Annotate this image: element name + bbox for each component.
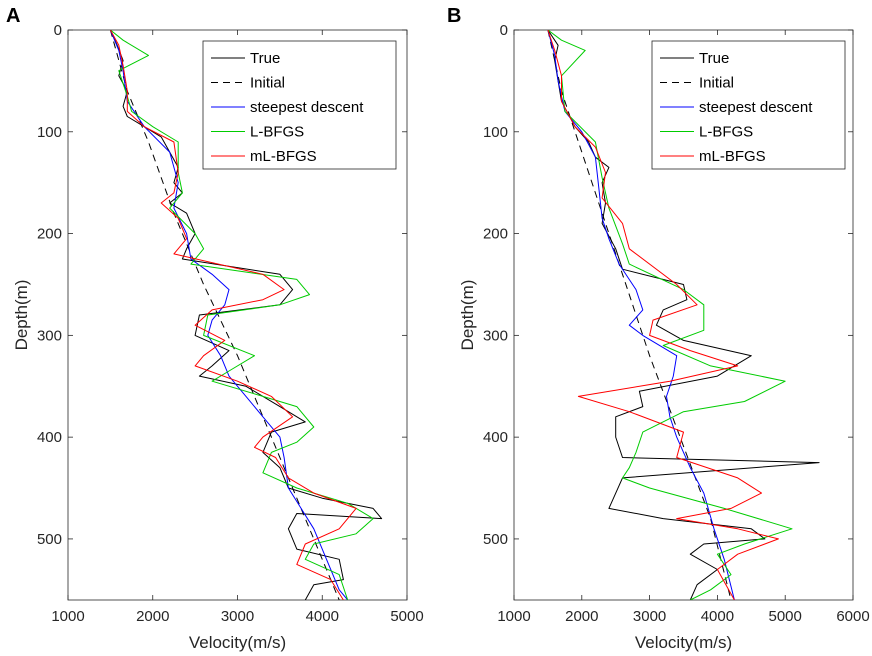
legend: True Initial steepest descent L-BFGS mL-BFGS [202,40,397,170]
legend-entry: steepest descent [250,99,364,116]
y-tick-label: 0 [500,22,508,39]
x-axis-label: Velocity(m/s) [189,633,286,652]
panel-letter: B [447,5,461,27]
series-line-initial [547,30,732,600]
legend-entry: True [699,50,729,67]
y-tick-label: 500 [483,531,508,548]
legend-box [202,40,397,170]
legend-box [651,40,846,170]
legend-entry: Initial [699,75,734,92]
y-tick-label: 0 [54,22,62,39]
legend-entry: L-BFGS [699,124,753,141]
y-tick-label: 200 [37,226,62,243]
panel-b: B 1000 2000 3000 4000 5000 6000 0 100 200 300 400 50… [447,5,870,652]
x-tick-label: 5000 [769,608,802,625]
y-tick-label: 200 [483,226,508,243]
y-tick-label: 300 [483,327,508,344]
series-group [109,30,383,600]
y-axis-label: Depth(m) [12,280,31,351]
x-tick-label: 6000 [836,608,869,625]
legend: True Initial steepest descent L-BFGS mL-BFGS [651,40,846,170]
y-tick-label: 400 [483,429,508,446]
series-group [547,30,820,600]
x-tick-label: 3000 [221,608,254,625]
y-axis-label: Depth(m) [458,280,477,351]
x-tick-label: 4000 [306,608,339,625]
series-line-l-bfgs [110,30,374,600]
y-tick-label: 500 [37,531,62,548]
y-tick-label: 400 [37,429,62,446]
panel-a: A 1000 2000 3000 4000 5000 0 100 200 300 400 500 Vel… [6,5,424,652]
y-tick-label: 100 [483,124,508,141]
series-line-steepest-descent [547,30,735,600]
x-tick-label: 1000 [51,608,84,625]
x-axis-label: Velocity(m/s) [635,633,732,652]
series-line-ml-bfgs [109,30,357,600]
series-line-ml-bfgs [547,30,779,600]
series-line-initial [109,30,340,600]
x-tick-label: 1000 [497,608,530,625]
series-line-l-bfgs [547,30,793,600]
series-line-steepest-descent [109,30,349,600]
y-tick-label: 300 [37,327,62,344]
legend-entry: Initial [250,75,285,92]
legend-entry: mL-BFGS [699,148,766,165]
y-tick-label: 100 [37,124,62,141]
x-tick-label: 4000 [701,608,734,625]
x-tick-label: 3000 [633,608,666,625]
legend-entry: True [250,50,280,67]
legend-entry: steepest descent [699,99,813,116]
legend-entry: mL-BFGS [250,148,317,165]
series-line-true [547,30,820,600]
panel-letter: A [6,5,20,27]
x-tick-label: 2000 [136,608,169,625]
x-tick-label: 5000 [390,608,423,625]
legend-entry: L-BFGS [250,124,304,141]
x-tick-label: 2000 [565,608,598,625]
